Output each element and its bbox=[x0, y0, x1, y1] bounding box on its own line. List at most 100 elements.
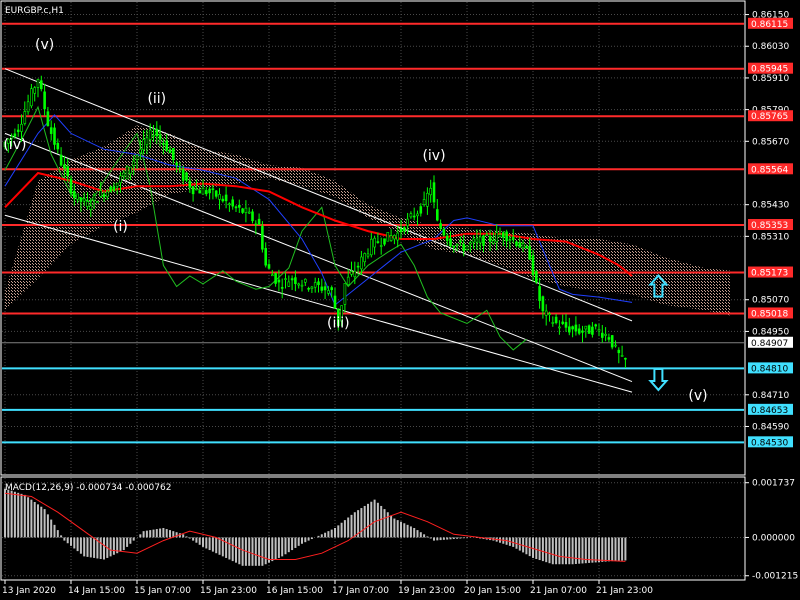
candle-body bbox=[554, 316, 558, 324]
candle-body bbox=[577, 328, 581, 334]
candle-body bbox=[511, 236, 515, 240]
candle-body bbox=[82, 198, 86, 202]
candle-body bbox=[89, 205, 93, 210]
macd-title: MACD(12,26,9) -0.000734 -0.000762 bbox=[5, 483, 171, 493]
channel-line[interactable] bbox=[4, 68, 633, 322]
support-price-label: 0.84810 bbox=[751, 364, 788, 374]
main-frame bbox=[0, 0, 746, 476]
wave-label: (v) bbox=[35, 37, 54, 53]
channel-line[interactable] bbox=[4, 132, 633, 383]
candle-body bbox=[238, 204, 241, 208]
candle-body bbox=[333, 295, 337, 309]
channel-line[interactable] bbox=[4, 214, 633, 393]
candle-body bbox=[30, 88, 33, 107]
resistance-price-box bbox=[748, 219, 793, 231]
candle-body bbox=[409, 213, 413, 218]
candle-body bbox=[442, 228, 446, 236]
macd-panel bbox=[4, 488, 627, 566]
candle-body bbox=[587, 325, 591, 334]
candle-body bbox=[459, 240, 462, 242]
candle-body bbox=[297, 283, 301, 286]
candle-body bbox=[96, 201, 99, 204]
candle-body bbox=[614, 344, 617, 347]
candle-body bbox=[155, 128, 159, 137]
candle-body bbox=[465, 245, 469, 250]
horizontal-levels bbox=[2, 22, 744, 444]
lagging-span-line bbox=[4, 105, 527, 351]
support-price-box bbox=[748, 436, 793, 448]
resistance-price-box bbox=[748, 266, 793, 278]
y-tick-label: 0.85910 bbox=[752, 74, 789, 84]
candle-body bbox=[218, 194, 221, 200]
candle-body bbox=[59, 154, 63, 166]
candle-body bbox=[231, 199, 234, 207]
candle-body bbox=[399, 228, 403, 233]
arrow-up-icon bbox=[648, 274, 669, 298]
main-grid bbox=[2, 2, 744, 474]
candle-body bbox=[310, 286, 314, 289]
candle-body bbox=[445, 235, 449, 241]
candle-body bbox=[505, 231, 508, 242]
candle-body bbox=[498, 234, 502, 237]
candle-body bbox=[468, 242, 472, 245]
candle-body bbox=[16, 129, 20, 133]
candle-body bbox=[495, 232, 499, 242]
candle-body bbox=[340, 305, 343, 322]
candle-body bbox=[317, 281, 320, 286]
candle-body bbox=[56, 142, 60, 150]
candle-body bbox=[416, 213, 419, 217]
candle-body bbox=[191, 186, 195, 195]
candle-body bbox=[462, 243, 466, 251]
candle-body bbox=[600, 332, 604, 338]
resistance-price-label: 0.85945 bbox=[751, 65, 788, 75]
candle-body bbox=[211, 188, 215, 191]
candle-body bbox=[36, 79, 40, 88]
candle-body bbox=[455, 243, 459, 246]
candle-body bbox=[294, 277, 297, 284]
candle-body bbox=[426, 192, 429, 207]
candle-body bbox=[607, 337, 611, 340]
candle-body bbox=[558, 326, 561, 329]
resistance-price-box bbox=[748, 163, 793, 175]
candle-body bbox=[172, 148, 175, 160]
candle-body bbox=[201, 188, 205, 195]
candle-body bbox=[7, 138, 10, 144]
candle-body bbox=[92, 195, 96, 201]
candle-body bbox=[135, 155, 139, 160]
candle-body bbox=[574, 324, 578, 332]
resistance-price-label: 0.85173 bbox=[751, 269, 788, 279]
candle-body bbox=[175, 162, 178, 166]
macd-y-tick-label: 0.000000 bbox=[752, 533, 795, 543]
candle-body bbox=[475, 238, 479, 243]
candle-body bbox=[234, 206, 238, 209]
candle-body bbox=[10, 136, 13, 139]
candle-body bbox=[254, 223, 258, 226]
candle-body bbox=[13, 133, 17, 137]
candle-body bbox=[241, 208, 244, 213]
candle-body bbox=[303, 278, 307, 283]
candle-body bbox=[23, 111, 27, 124]
candle-body bbox=[158, 134, 162, 140]
y-tick-label: 0.85430 bbox=[752, 201, 789, 211]
candle-body bbox=[102, 193, 106, 198]
candle-body bbox=[406, 218, 409, 227]
resistance-price-label: 0.86115 bbox=[751, 20, 788, 30]
candle-body bbox=[112, 186, 116, 191]
resistance-price-box bbox=[748, 62, 793, 74]
candle-body bbox=[620, 355, 624, 357]
y-tick-label: 0.84710 bbox=[752, 391, 789, 401]
x-tick-label: 14 Jan 15:00 bbox=[68, 586, 125, 596]
x-tick-label: 15 Jan 23:00 bbox=[200, 586, 257, 596]
candle-body bbox=[435, 209, 439, 221]
candle-body bbox=[422, 199, 426, 205]
candle-body bbox=[346, 276, 350, 285]
candle-body bbox=[39, 80, 43, 90]
wave-label: (iv) bbox=[3, 137, 26, 153]
candle-body bbox=[356, 265, 360, 268]
x-tick-label: 15 Jan 07:00 bbox=[134, 586, 191, 596]
current-price-box bbox=[748, 336, 793, 348]
candle-body bbox=[257, 218, 261, 225]
candle-body bbox=[244, 207, 248, 213]
candle-body bbox=[46, 111, 50, 127]
